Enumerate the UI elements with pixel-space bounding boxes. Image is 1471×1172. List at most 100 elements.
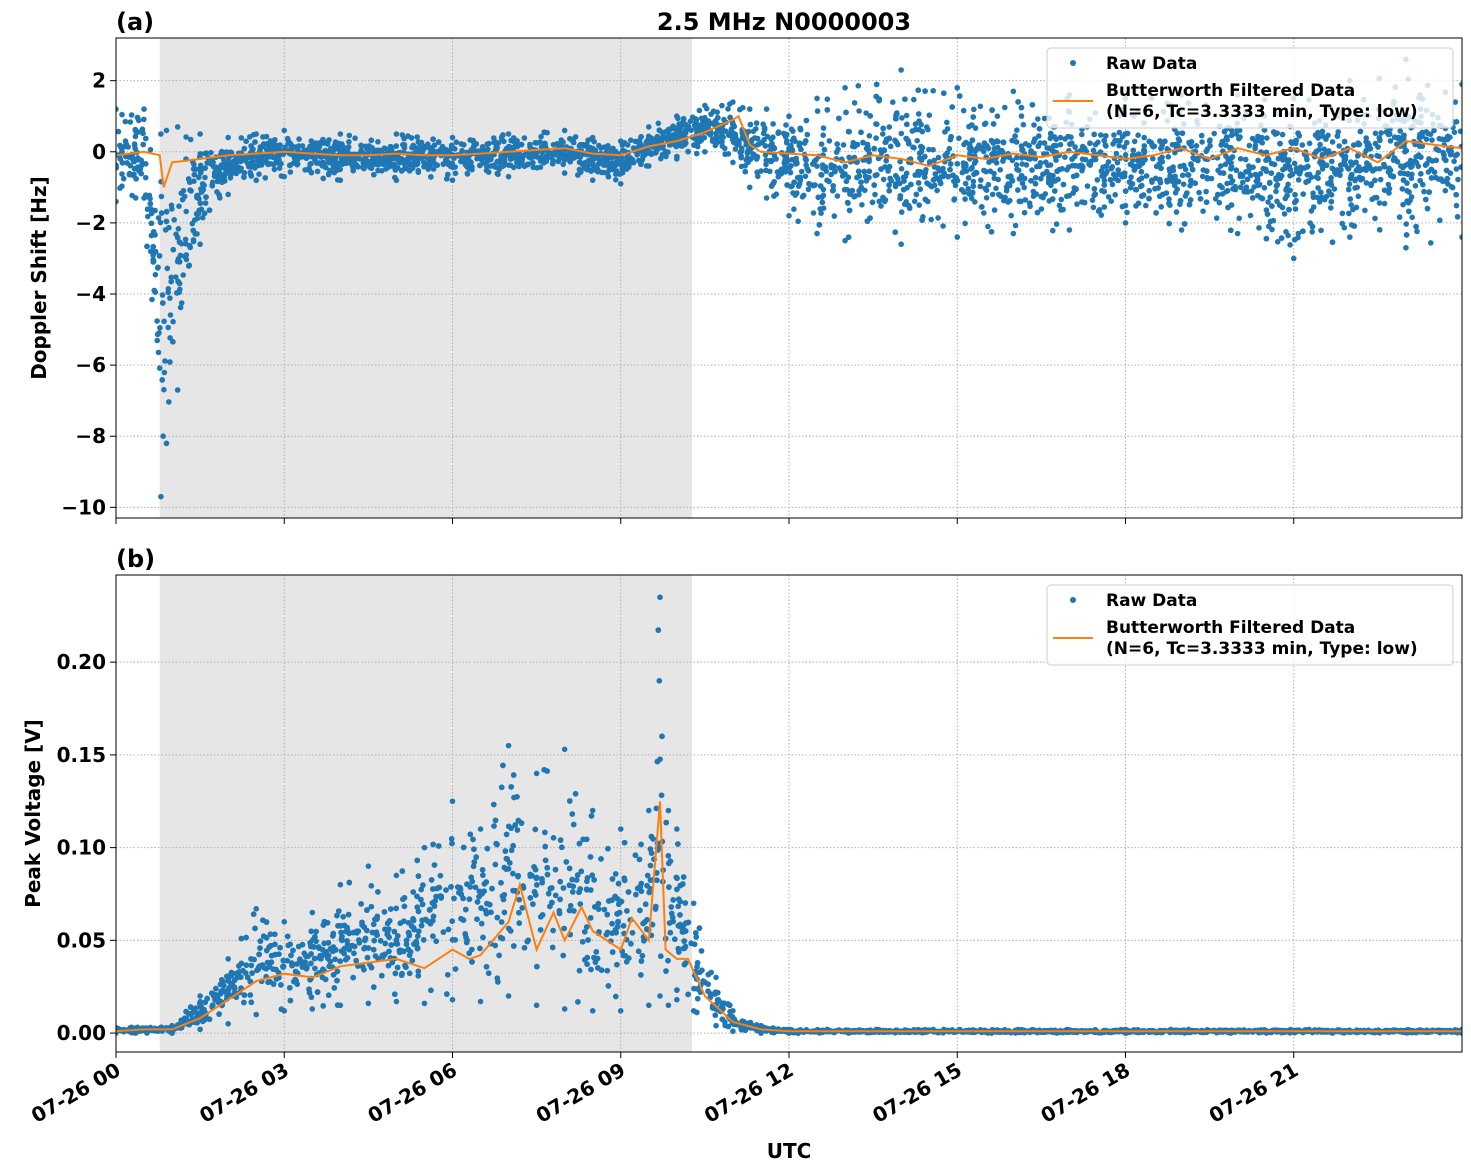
raw-data-point <box>1373 194 1380 201</box>
raw-data-point <box>846 128 852 135</box>
raw-data-point <box>262 175 269 181</box>
raw-data-point <box>831 213 838 219</box>
raw-data-point <box>567 158 573 165</box>
raw-data-point <box>1346 181 1353 187</box>
raw-data-point <box>1242 156 1249 163</box>
raw-data-point <box>1449 184 1456 191</box>
raw-data-point <box>1141 147 1147 153</box>
raw-data-point <box>1227 145 1233 151</box>
raw-data-point <box>477 162 483 169</box>
raw-data-point <box>1267 218 1274 225</box>
raw-data-point <box>358 142 364 149</box>
raw-data-point <box>1437 217 1443 224</box>
raw-data-point <box>311 146 317 153</box>
raw-data-point <box>798 146 804 153</box>
raw-data-point <box>598 145 604 151</box>
raw-data-point <box>921 174 928 180</box>
raw-data-point <box>420 143 426 149</box>
raw-data-point <box>152 248 159 255</box>
raw-data-point <box>1433 157 1439 164</box>
raw-data-point <box>160 433 166 440</box>
raw-data-point <box>694 127 701 133</box>
raw-data-point <box>508 137 514 144</box>
raw-data-point <box>1057 141 1064 148</box>
raw-data-point <box>802 173 809 180</box>
legend-filtered-label: (N=6, Tc=3.3333 min, Type: low) <box>1106 102 1418 122</box>
raw-data-point <box>1295 230 1302 237</box>
raw-data-point <box>530 160 536 166</box>
raw-data-point <box>719 139 725 145</box>
filtered-data-line <box>116 114 1462 188</box>
raw-data-point <box>527 153 534 159</box>
raw-data-point <box>1081 199 1088 206</box>
raw-data-point <box>1356 141 1363 148</box>
raw-data-point <box>425 141 431 147</box>
raw-data-point <box>1051 142 1057 149</box>
raw-data-point <box>1453 202 1460 209</box>
raw-data-point <box>842 163 848 170</box>
raw-data-point <box>195 210 202 217</box>
raw-data-point <box>372 148 378 155</box>
raw-data-point <box>750 151 756 157</box>
raw-data-point <box>238 135 245 141</box>
raw-data-point <box>819 162 826 168</box>
raw-data-point <box>685 123 692 130</box>
raw-data-point <box>866 168 873 175</box>
raw-data-point <box>969 137 976 143</box>
raw-data-point <box>981 143 987 150</box>
raw-data-point <box>1234 230 1241 237</box>
raw-data-point <box>231 162 238 169</box>
raw-data-point <box>886 188 892 194</box>
raw-data-point <box>1068 134 1074 140</box>
raw-data-point <box>1413 223 1419 230</box>
raw-data-point <box>1309 223 1316 230</box>
raw-data-point <box>624 154 630 161</box>
raw-data-point <box>846 207 853 214</box>
raw-data-point <box>173 274 179 280</box>
raw-data-point <box>210 159 216 166</box>
raw-data-point <box>1219 191 1226 197</box>
raw-data-point <box>1032 136 1038 142</box>
raw-data-point <box>941 90 947 96</box>
raw-data-point <box>691 122 698 129</box>
raw-data-point <box>606 154 612 161</box>
raw-data-point <box>1038 206 1045 212</box>
raw-data-point <box>196 174 202 181</box>
raw-data-point <box>170 339 176 345</box>
raw-data-point <box>1175 136 1182 142</box>
raw-data-point <box>900 186 907 193</box>
raw-data-point <box>645 148 652 154</box>
raw-data-point <box>854 141 861 148</box>
raw-data-point <box>1162 138 1168 145</box>
raw-data-point <box>968 148 974 154</box>
raw-data-point <box>1347 196 1353 202</box>
raw-data-point <box>1271 161 1278 168</box>
raw-data-point <box>150 258 157 265</box>
raw-data-point <box>1423 129 1430 135</box>
raw-data-point <box>856 108 862 114</box>
raw-data-point <box>746 184 753 191</box>
raw-data-point <box>788 126 795 132</box>
raw-data-point <box>1279 204 1286 211</box>
raw-data-point <box>527 144 533 150</box>
raw-data-point <box>1224 180 1230 187</box>
raw-data-point <box>195 192 201 199</box>
raw-data-point <box>1105 194 1112 200</box>
raw-data-point <box>1417 177 1423 184</box>
raw-data-point <box>430 160 436 166</box>
raw-data-point <box>199 214 206 221</box>
raw-data-point <box>786 212 792 219</box>
y-tick-label: −2 <box>75 211 106 235</box>
raw-data-point <box>1105 159 1112 165</box>
raw-data-point <box>833 149 840 155</box>
raw-data-point <box>1399 186 1406 192</box>
raw-data-point <box>284 135 291 142</box>
raw-data-point <box>1158 145 1164 152</box>
raw-data-point <box>253 131 260 137</box>
raw-data-point <box>158 131 164 137</box>
raw-data-point <box>1372 215 1378 222</box>
raw-data-point <box>981 210 987 216</box>
raw-data-point <box>814 95 820 102</box>
raw-data-point <box>1133 163 1140 170</box>
raw-data-point <box>1000 139 1007 145</box>
